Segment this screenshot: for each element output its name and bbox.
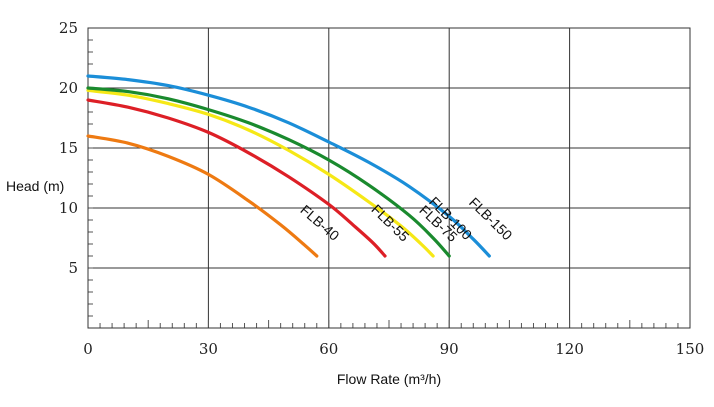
x-axis-title: Flow Rate (m³/h) [337, 371, 441, 387]
y-tick-label: 25 [59, 19, 78, 37]
x-tick-label: 60 [319, 340, 338, 358]
y-tick-label: 15 [59, 139, 78, 157]
y-tick-label: 20 [59, 79, 78, 97]
series-label-flb-150: FLB-150 [466, 194, 516, 243]
x-tick-label: 150 [676, 340, 705, 358]
grid [88, 28, 690, 328]
series-line-flb-40 [86, 134, 319, 258]
x-tick-label: 30 [199, 340, 218, 358]
plot-frame [87, 27, 691, 329]
y-tick-label: 5 [68, 259, 78, 277]
y-tick-label: 10 [59, 199, 78, 217]
x-tick-label: 120 [555, 340, 584, 358]
series-line-flb-75 [86, 88, 435, 258]
series-line-flb-55 [86, 98, 387, 258]
tick-labels: 0 30 60 90 120 150 5 10 15 20 25 [59, 19, 704, 358]
x-tick-label: 0 [83, 340, 93, 358]
x-tick-label: 90 [440, 340, 459, 358]
series-line-flb-150 [86, 74, 491, 258]
series-line-flb-100 [86, 86, 451, 258]
minor-ticks [88, 39, 679, 328]
y-axis-title: Head (m) [6, 178, 64, 194]
series-lines [86, 74, 491, 258]
